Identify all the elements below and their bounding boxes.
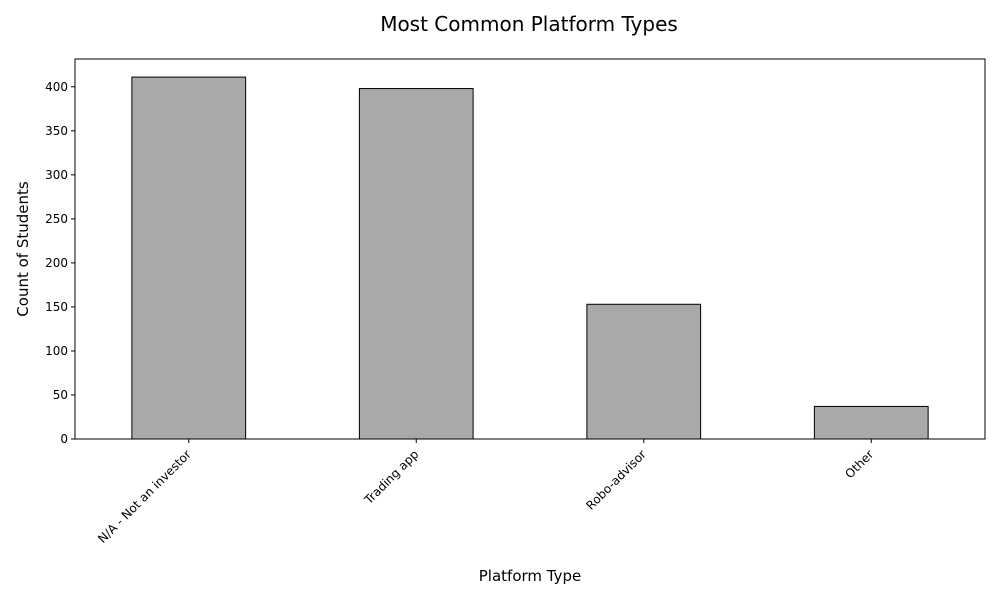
- y-axis-ticks: 0 50 100 150 200 250 300 350 400: [45, 80, 75, 446]
- y-tick-label-8: 400: [45, 80, 68, 94]
- y-tick-label-2: 100: [45, 344, 68, 358]
- y-tick-label-4: 200: [45, 256, 68, 270]
- bar-0: [131, 76, 247, 440]
- x-tick-label-3: Other: [842, 447, 876, 481]
- bar-3: [813, 405, 929, 440]
- y-tick-label-1: 50: [53, 388, 68, 402]
- bar-2: [586, 303, 702, 440]
- plot-area-frame: [74, 58, 986, 440]
- y-tick-label-0: 0: [60, 432, 68, 446]
- bar-1: [358, 88, 474, 440]
- x-tick-label-2: Robo-advisor: [583, 447, 649, 513]
- x-tick-label-1: Trading app: [361, 447, 421, 507]
- y-axis-label: Count of Students: [14, 181, 32, 317]
- y-tick-label-7: 350: [45, 124, 68, 138]
- x-axis-ticks: N/A - Not an investor Trading app Robo-adv…: [95, 439, 876, 546]
- bars-group: [131, 76, 929, 440]
- chart-title: Most Common Platform Types: [380, 12, 678, 36]
- y-tick-label-3: 150: [45, 300, 68, 314]
- y-tick-label-5: 250: [45, 212, 68, 226]
- y-tick-label-6: 300: [45, 168, 68, 182]
- x-axis-label: Platform Type: [479, 567, 581, 585]
- x-tick-label-0: N/A - Not an investor: [95, 447, 194, 546]
